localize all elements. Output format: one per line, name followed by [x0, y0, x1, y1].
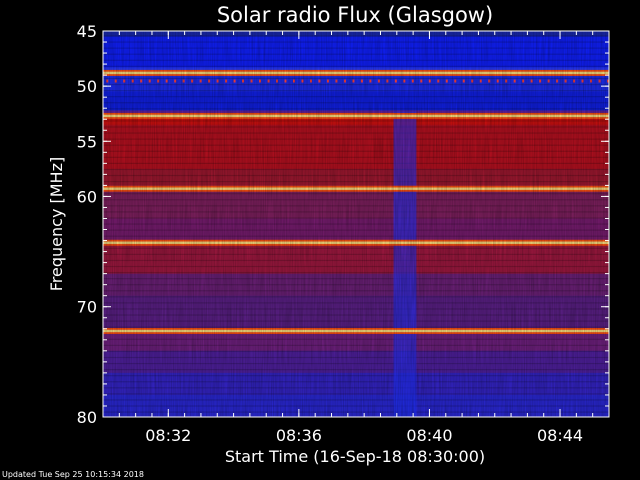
y-tick-label: 60 [77, 187, 97, 206]
plot-area [102, 30, 610, 418]
y-tick-label: 80 [77, 408, 97, 427]
plot-frame [102, 30, 610, 418]
x-axis: 08:32 08:36 08:40 08:44 [118, 31, 594, 445]
y-axis: 45 50 55 60 70 80 [77, 22, 609, 427]
noise-texture [103, 31, 609, 417]
y-axis-label: Frequency [MHz] [47, 157, 66, 291]
y-tick-label: 70 [77, 298, 97, 317]
updated-timestamp: Updated Tue Sep 25 10:15:34 2018 [2, 470, 144, 479]
x-tick-label: 08:36 [276, 426, 322, 445]
x-tick-label: 08:40 [406, 426, 452, 445]
y-tick-label: 45 [77, 22, 97, 41]
chart-title: Solar radio Flux (Glasgow) [217, 3, 493, 27]
x-tick-label: 08:32 [145, 426, 191, 445]
y-tick-label: 55 [77, 132, 97, 151]
x-axis-label: Start Time (16-Sep-18 08:30:00) [225, 447, 485, 466]
y-tick-label: 50 [77, 77, 97, 96]
x-tick-label: 08:44 [537, 426, 583, 445]
